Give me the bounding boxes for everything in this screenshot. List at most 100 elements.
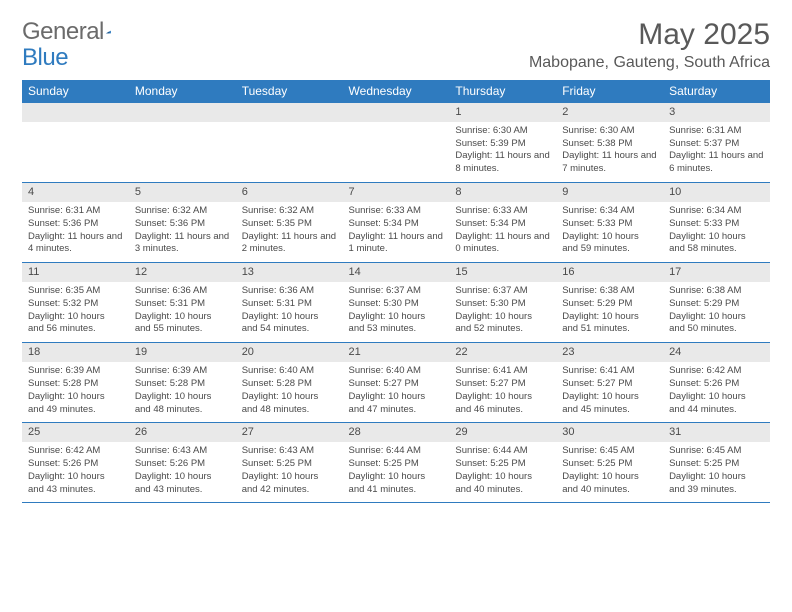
sunrise-text: Sunrise: 6:37 AM xyxy=(455,285,550,298)
daylight-text: Daylight: 10 hours and 39 minutes. xyxy=(669,471,764,497)
daylight-text: Daylight: 11 hours and 7 minutes. xyxy=(562,150,657,176)
day-details: Sunrise: 6:36 AMSunset: 5:31 PMDaylight:… xyxy=(236,282,343,342)
sunset-text: Sunset: 5:33 PM xyxy=(562,218,657,231)
dayname: Tuesday xyxy=(236,80,343,103)
title-block: May 2025 Mabopane, Gauteng, South Africa xyxy=(529,18,770,72)
header: General May 2025 Mabopane, Gauteng, Sout… xyxy=(22,18,770,72)
calendar-day: 1Sunrise: 6:30 AMSunset: 5:39 PMDaylight… xyxy=(449,103,556,183)
sunrise-text: Sunrise: 6:32 AM xyxy=(135,205,230,218)
sunset-text: Sunset: 5:27 PM xyxy=(562,378,657,391)
day-number: 24 xyxy=(663,343,770,362)
day-details: Sunrise: 6:35 AMSunset: 5:32 PMDaylight:… xyxy=(22,282,129,342)
daylight-text: Daylight: 10 hours and 56 minutes. xyxy=(28,311,123,337)
day-number: 1 xyxy=(449,103,556,122)
sunrise-text: Sunrise: 6:38 AM xyxy=(562,285,657,298)
calendar-day: 16Sunrise: 6:38 AMSunset: 5:29 PMDayligh… xyxy=(556,263,663,343)
day-details: Sunrise: 6:42 AMSunset: 5:26 PMDaylight:… xyxy=(663,362,770,422)
day-details: Sunrise: 6:30 AMSunset: 5:38 PMDaylight:… xyxy=(556,122,663,182)
dayname: Monday xyxy=(129,80,236,103)
dayname: Wednesday xyxy=(343,80,450,103)
sunrise-text: Sunrise: 6:31 AM xyxy=(28,205,123,218)
sunset-text: Sunset: 5:25 PM xyxy=(669,458,764,471)
day-number: 11 xyxy=(22,263,129,282)
daylight-text: Daylight: 10 hours and 49 minutes. xyxy=(28,391,123,417)
calendar-week: 25Sunrise: 6:42 AMSunset: 5:26 PMDayligh… xyxy=(22,423,770,503)
day-number: 28 xyxy=(343,423,450,442)
day-number: 4 xyxy=(22,183,129,202)
day-number: 17 xyxy=(663,263,770,282)
day-number: 3 xyxy=(663,103,770,122)
sunset-text: Sunset: 5:27 PM xyxy=(349,378,444,391)
daylight-text: Daylight: 11 hours and 2 minutes. xyxy=(242,231,337,257)
sunset-text: Sunset: 5:25 PM xyxy=(242,458,337,471)
day-number: 27 xyxy=(236,423,343,442)
day-details: Sunrise: 6:38 AMSunset: 5:29 PMDaylight:… xyxy=(663,282,770,342)
sunrise-text: Sunrise: 6:41 AM xyxy=(562,365,657,378)
daylight-text: Daylight: 10 hours and 47 minutes. xyxy=(349,391,444,417)
sunset-text: Sunset: 5:29 PM xyxy=(562,298,657,311)
calendar-week: 18Sunrise: 6:39 AMSunset: 5:28 PMDayligh… xyxy=(22,343,770,423)
sunrise-text: Sunrise: 6:37 AM xyxy=(349,285,444,298)
calendar-day xyxy=(343,103,450,183)
day-number: 23 xyxy=(556,343,663,362)
calendar-page: General May 2025 Mabopane, Gauteng, Sout… xyxy=(0,0,792,521)
sunrise-text: Sunrise: 6:36 AM xyxy=(242,285,337,298)
calendar-day: 4Sunrise: 6:31 AMSunset: 5:36 PMDaylight… xyxy=(22,183,129,263)
daylight-text: Daylight: 10 hours and 48 minutes. xyxy=(242,391,337,417)
daylight-text: Daylight: 10 hours and 40 minutes. xyxy=(455,471,550,497)
sunset-text: Sunset: 5:30 PM xyxy=(455,298,550,311)
day-number: 18 xyxy=(22,343,129,362)
day-details: Sunrise: 6:34 AMSunset: 5:33 PMDaylight:… xyxy=(663,202,770,262)
sunset-text: Sunset: 5:34 PM xyxy=(455,218,550,231)
day-number: 29 xyxy=(449,423,556,442)
daylight-text: Daylight: 10 hours and 52 minutes. xyxy=(455,311,550,337)
day-details: Sunrise: 6:36 AMSunset: 5:31 PMDaylight:… xyxy=(129,282,236,342)
sunset-text: Sunset: 5:26 PM xyxy=(669,378,764,391)
calendar-day: 28Sunrise: 6:44 AMSunset: 5:25 PMDayligh… xyxy=(343,423,450,503)
day-number: 30 xyxy=(556,423,663,442)
day-details: Sunrise: 6:34 AMSunset: 5:33 PMDaylight:… xyxy=(556,202,663,262)
daylight-text: Daylight: 11 hours and 6 minutes. xyxy=(669,150,764,176)
calendar-day: 15Sunrise: 6:37 AMSunset: 5:30 PMDayligh… xyxy=(449,263,556,343)
calendar-day: 23Sunrise: 6:41 AMSunset: 5:27 PMDayligh… xyxy=(556,343,663,423)
sunset-text: Sunset: 5:31 PM xyxy=(135,298,230,311)
calendar-day: 30Sunrise: 6:45 AMSunset: 5:25 PMDayligh… xyxy=(556,423,663,503)
sunrise-text: Sunrise: 6:32 AM xyxy=(242,205,337,218)
calendar-day: 8Sunrise: 6:33 AMSunset: 5:34 PMDaylight… xyxy=(449,183,556,263)
sunrise-text: Sunrise: 6:42 AM xyxy=(28,445,123,458)
sunrise-text: Sunrise: 6:30 AM xyxy=(562,125,657,138)
sunset-text: Sunset: 5:28 PM xyxy=(135,378,230,391)
sunrise-text: Sunrise: 6:42 AM xyxy=(669,365,764,378)
dayname-row: Sunday Monday Tuesday Wednesday Thursday… xyxy=(22,80,770,103)
month-title: May 2025 xyxy=(529,18,770,52)
day-details: Sunrise: 6:44 AMSunset: 5:25 PMDaylight:… xyxy=(449,442,556,502)
day-details: Sunrise: 6:37 AMSunset: 5:30 PMDaylight:… xyxy=(343,282,450,342)
day-number: 16 xyxy=(556,263,663,282)
daylight-text: Daylight: 10 hours and 41 minutes. xyxy=(349,471,444,497)
sunrise-text: Sunrise: 6:34 AM xyxy=(562,205,657,218)
day-details: Sunrise: 6:43 AMSunset: 5:25 PMDaylight:… xyxy=(236,442,343,502)
sunset-text: Sunset: 5:39 PM xyxy=(455,138,550,151)
day-number: 31 xyxy=(663,423,770,442)
daylight-text: Daylight: 11 hours and 3 minutes. xyxy=(135,231,230,257)
calendar-day: 6Sunrise: 6:32 AMSunset: 5:35 PMDaylight… xyxy=(236,183,343,263)
sunset-text: Sunset: 5:35 PM xyxy=(242,218,337,231)
calendar-week: 11Sunrise: 6:35 AMSunset: 5:32 PMDayligh… xyxy=(22,263,770,343)
day-details: Sunrise: 6:39 AMSunset: 5:28 PMDaylight:… xyxy=(22,362,129,422)
calendar-day: 7Sunrise: 6:33 AMSunset: 5:34 PMDaylight… xyxy=(343,183,450,263)
calendar-day: 12Sunrise: 6:36 AMSunset: 5:31 PMDayligh… xyxy=(129,263,236,343)
calendar-day: 21Sunrise: 6:40 AMSunset: 5:27 PMDayligh… xyxy=(343,343,450,423)
daylight-text: Daylight: 10 hours and 50 minutes. xyxy=(669,311,764,337)
day-details: Sunrise: 6:44 AMSunset: 5:25 PMDaylight:… xyxy=(343,442,450,502)
day-number: 26 xyxy=(129,423,236,442)
sunrise-text: Sunrise: 6:40 AM xyxy=(242,365,337,378)
sunrise-text: Sunrise: 6:34 AM xyxy=(669,205,764,218)
sunrise-text: Sunrise: 6:36 AM xyxy=(135,285,230,298)
calendar-day: 29Sunrise: 6:44 AMSunset: 5:25 PMDayligh… xyxy=(449,423,556,503)
daylight-text: Daylight: 10 hours and 53 minutes. xyxy=(349,311,444,337)
sunset-text: Sunset: 5:32 PM xyxy=(28,298,123,311)
day-number: 25 xyxy=(22,423,129,442)
calendar-day: 14Sunrise: 6:37 AMSunset: 5:30 PMDayligh… xyxy=(343,263,450,343)
sunrise-text: Sunrise: 6:35 AM xyxy=(28,285,123,298)
sunset-text: Sunset: 5:27 PM xyxy=(455,378,550,391)
